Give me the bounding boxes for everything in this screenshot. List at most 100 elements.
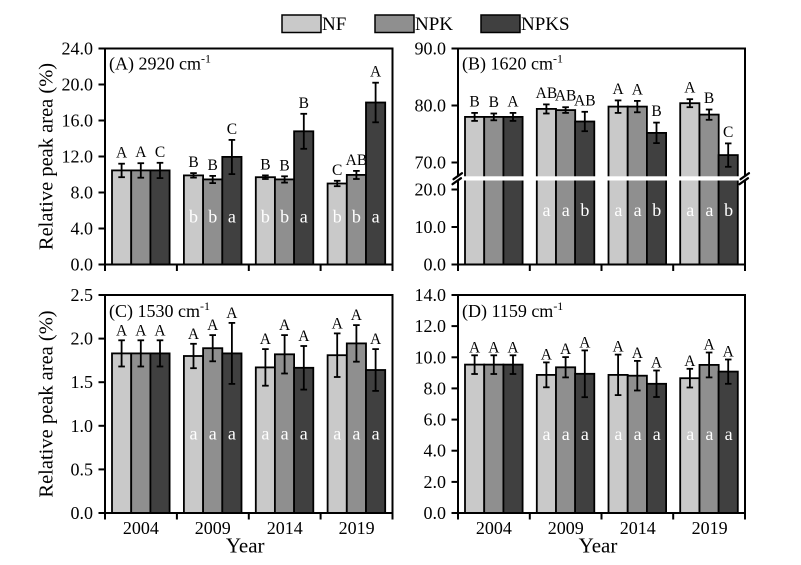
svg-text:AB: AB bbox=[536, 85, 558, 102]
svg-text:a: a bbox=[300, 207, 308, 227]
svg-text:2019: 2019 bbox=[339, 518, 375, 538]
svg-text:20.0: 20.0 bbox=[62, 75, 94, 95]
svg-text:AB: AB bbox=[555, 88, 577, 105]
svg-text:B: B bbox=[469, 93, 479, 110]
svg-text:A: A bbox=[116, 322, 128, 339]
svg-text:Year: Year bbox=[579, 534, 618, 558]
svg-text:A: A bbox=[684, 353, 696, 370]
svg-text:b: b bbox=[208, 207, 217, 227]
svg-text:a: a bbox=[614, 424, 622, 444]
svg-text:a: a bbox=[562, 424, 570, 444]
svg-text:A: A bbox=[279, 317, 291, 334]
svg-text:a: a bbox=[653, 424, 661, 444]
svg-text:2009: 2009 bbox=[548, 518, 584, 538]
svg-text:B: B bbox=[208, 157, 218, 174]
svg-text:a: a bbox=[190, 424, 198, 444]
svg-text:a: a bbox=[705, 200, 713, 220]
svg-text:A: A bbox=[226, 305, 238, 322]
svg-text:a: a bbox=[261, 424, 269, 444]
svg-text:2009: 2009 bbox=[195, 518, 231, 538]
svg-text:A: A bbox=[351, 307, 363, 324]
svg-text:A: A bbox=[260, 331, 272, 348]
svg-text:(D) 1159 cm-1: (D) 1159 cm-1 bbox=[462, 299, 563, 322]
svg-text:14.0: 14.0 bbox=[415, 285, 447, 305]
svg-text:a: a bbox=[543, 424, 551, 444]
svg-text:2.0: 2.0 bbox=[71, 329, 94, 349]
svg-text:B: B bbox=[489, 94, 499, 111]
svg-text:8.0: 8.0 bbox=[424, 378, 447, 398]
svg-text:12.0: 12.0 bbox=[62, 147, 94, 167]
svg-text:0.0: 0.0 bbox=[424, 255, 447, 275]
svg-text:A: A bbox=[651, 355, 663, 372]
svg-text:A: A bbox=[507, 339, 519, 356]
svg-text:B: B bbox=[299, 95, 309, 112]
svg-text:24.0: 24.0 bbox=[62, 39, 94, 59]
svg-text:a: a bbox=[372, 207, 380, 227]
svg-text:a: a bbox=[725, 424, 733, 444]
svg-text:Year: Year bbox=[226, 534, 265, 558]
svg-text:b: b bbox=[352, 207, 361, 227]
svg-text:A: A bbox=[188, 326, 200, 343]
svg-text:b: b bbox=[580, 200, 589, 220]
svg-text:b: b bbox=[652, 200, 661, 220]
svg-text:A: A bbox=[469, 339, 481, 356]
svg-text:20.0: 20.0 bbox=[415, 180, 447, 200]
svg-text:12.0: 12.0 bbox=[415, 316, 447, 336]
svg-text:A: A bbox=[135, 144, 147, 161]
svg-text:70.0: 70.0 bbox=[415, 153, 447, 173]
svg-text:2004: 2004 bbox=[123, 518, 159, 538]
svg-text:A: A bbox=[560, 341, 572, 358]
svg-text:a: a bbox=[581, 424, 589, 444]
svg-text:1.5: 1.5 bbox=[71, 372, 94, 392]
svg-text:A: A bbox=[541, 346, 553, 363]
svg-text:AB: AB bbox=[346, 152, 368, 169]
svg-text:4.0: 4.0 bbox=[71, 219, 94, 239]
svg-text:a: a bbox=[352, 424, 360, 444]
svg-text:NPKS: NPKS bbox=[521, 14, 570, 35]
svg-text:A: A bbox=[488, 339, 500, 356]
svg-text:A: A bbox=[135, 322, 147, 339]
svg-text:b: b bbox=[333, 207, 342, 227]
svg-text:10.0: 10.0 bbox=[415, 217, 447, 237]
svg-text:a: a bbox=[634, 200, 642, 220]
svg-text:b: b bbox=[261, 207, 270, 227]
svg-text:a: a bbox=[300, 424, 308, 444]
svg-text:8.0: 8.0 bbox=[71, 183, 94, 203]
svg-text:A: A bbox=[612, 339, 624, 356]
svg-text:a: a bbox=[686, 424, 694, 444]
svg-text:0.0: 0.0 bbox=[71, 255, 94, 275]
svg-text:0.0: 0.0 bbox=[71, 503, 94, 523]
svg-text:a: a bbox=[333, 424, 341, 444]
svg-text:a: a bbox=[372, 424, 380, 444]
svg-text:AB: AB bbox=[574, 92, 596, 109]
svg-text:80.0: 80.0 bbox=[415, 96, 447, 116]
svg-text:a: a bbox=[543, 200, 551, 220]
svg-text:Relative peak area (%): Relative peak area (%) bbox=[36, 310, 58, 497]
svg-text:a: a bbox=[562, 200, 570, 220]
svg-text:2014: 2014 bbox=[620, 518, 656, 538]
svg-text:a: a bbox=[705, 424, 713, 444]
svg-text:2019: 2019 bbox=[692, 518, 728, 538]
svg-text:A: A bbox=[370, 64, 382, 81]
svg-text:b: b bbox=[189, 207, 198, 227]
svg-text:C: C bbox=[332, 162, 342, 179]
svg-text:C: C bbox=[723, 124, 733, 141]
svg-text:A: A bbox=[632, 345, 644, 362]
svg-text:2.0: 2.0 bbox=[424, 472, 447, 492]
svg-text:C: C bbox=[227, 121, 237, 138]
svg-text:A: A bbox=[154, 322, 166, 339]
svg-text:A: A bbox=[507, 93, 519, 110]
svg-text:2014: 2014 bbox=[267, 518, 303, 538]
svg-text:b: b bbox=[724, 200, 733, 220]
svg-text:B: B bbox=[260, 156, 270, 173]
svg-text:A: A bbox=[703, 337, 715, 354]
svg-text:A: A bbox=[579, 334, 591, 351]
svg-text:0.0: 0.0 bbox=[424, 503, 447, 523]
svg-text:16.0: 16.0 bbox=[62, 111, 94, 131]
svg-text:2.5: 2.5 bbox=[71, 285, 94, 305]
svg-text:NPK: NPK bbox=[415, 14, 453, 35]
svg-text:B: B bbox=[704, 90, 714, 107]
svg-text:90.0: 90.0 bbox=[415, 39, 447, 59]
svg-text:A: A bbox=[298, 328, 310, 345]
svg-text:a: a bbox=[228, 424, 236, 444]
